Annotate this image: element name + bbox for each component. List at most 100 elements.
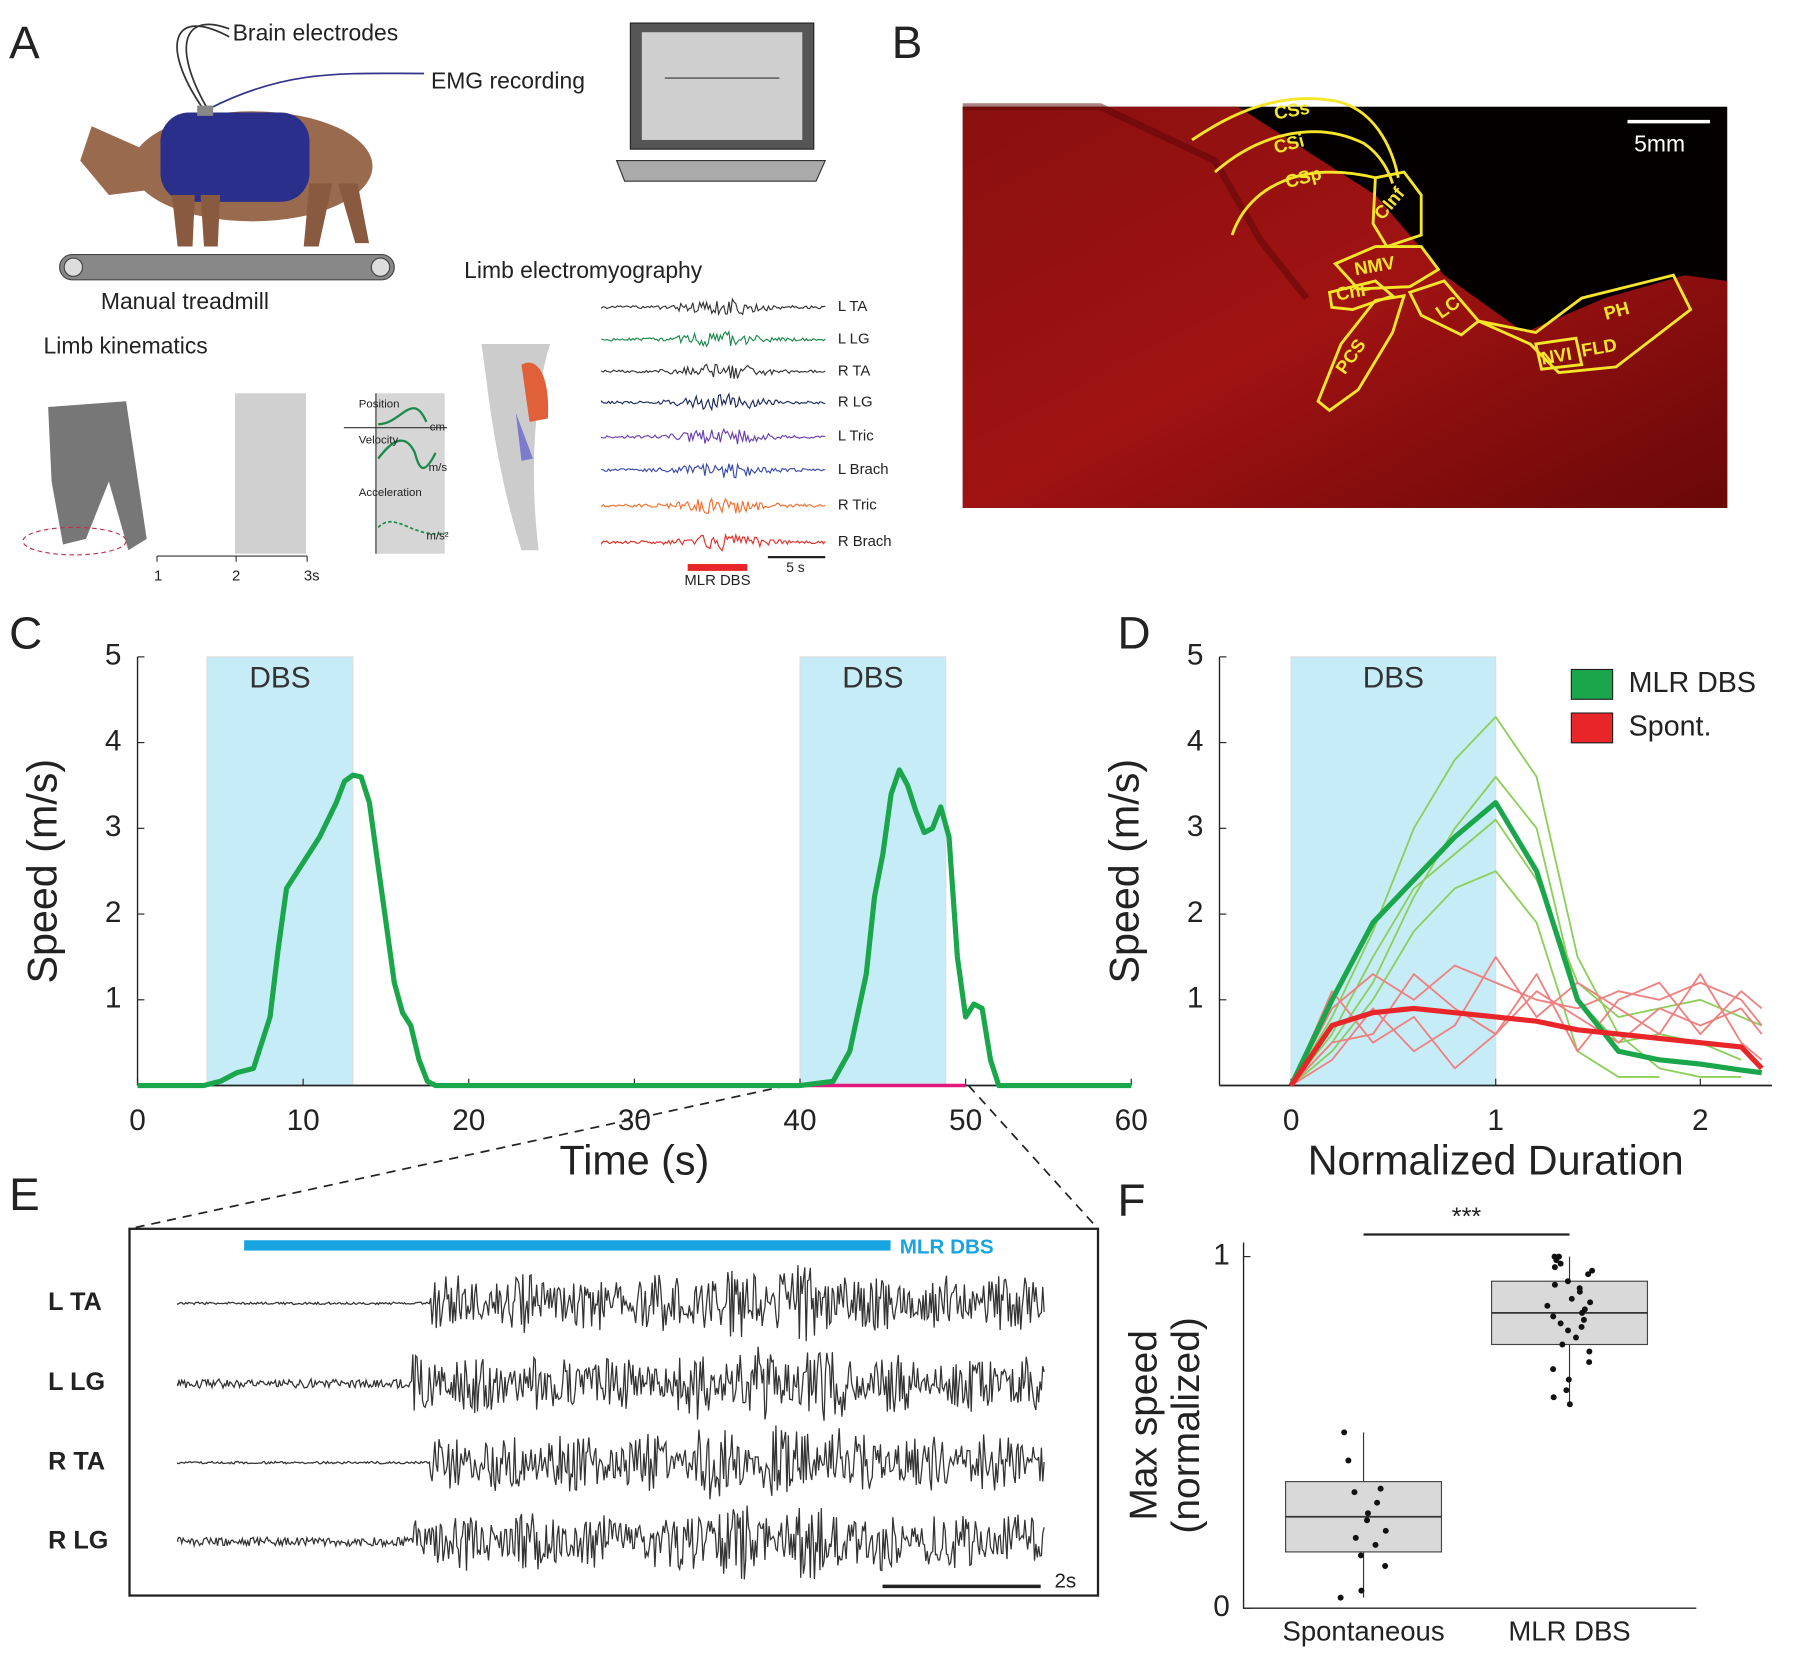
emg-trace — [601, 496, 826, 515]
label: EMG recording — [431, 68, 585, 94]
muscle-label: R Tric — [838, 498, 877, 514]
y-tick-label: 4 — [1187, 724, 1204, 757]
data-point — [1550, 1313, 1557, 1320]
label: cm — [430, 422, 445, 434]
stim-bar — [244, 1240, 891, 1251]
emg-trace — [601, 392, 826, 412]
label: Limb kinematics — [44, 332, 208, 358]
y-axis-label: Speed (m/s) — [1102, 759, 1148, 984]
x-tick-label: 1 — [1487, 1104, 1504, 1137]
emg-trace — [601, 462, 826, 479]
legend-swatch — [1570, 668, 1614, 700]
y-tick-label: 2 — [105, 896, 122, 929]
panel-letter: C — [9, 607, 42, 658]
data-point — [1580, 1316, 1587, 1323]
y-tick-label: 1 — [105, 982, 122, 1015]
y-tick-label: 3 — [1187, 810, 1204, 843]
data-point — [1566, 1401, 1573, 1408]
data-point — [1358, 1587, 1365, 1594]
series-line — [1290, 870, 1660, 1087]
emg-a-stim — [687, 556, 826, 571]
data-point — [1364, 1510, 1371, 1517]
data-point — [1345, 1457, 1352, 1464]
emg-trace — [177, 1346, 1045, 1421]
x-tick-label: 60 — [1115, 1104, 1148, 1137]
muscle-label: R LG — [838, 394, 873, 410]
data-point — [1374, 1499, 1381, 1506]
data-point — [1589, 1267, 1596, 1274]
series-line — [1290, 973, 1763, 1086]
data-point — [1337, 1594, 1344, 1601]
label: 1 — [154, 569, 162, 585]
data-point — [1565, 1376, 1572, 1383]
y-tick-label: 5 — [1187, 639, 1204, 672]
data-point — [1559, 1341, 1566, 1348]
y-tick-label: 3 — [105, 810, 122, 843]
label: 5mm — [1634, 131, 1685, 157]
data-point — [1550, 1366, 1557, 1373]
data-point — [1551, 1264, 1558, 1271]
x-tick-label: 10 — [287, 1104, 320, 1137]
data-point — [1382, 1563, 1389, 1569]
data-point — [1565, 1327, 1572, 1334]
label: 5 s — [786, 560, 804, 575]
emg-trace — [601, 363, 826, 379]
y-axis-label: Max speed — [1122, 1330, 1165, 1521]
data-point — [1352, 1534, 1359, 1541]
label: Position — [359, 399, 400, 411]
data-point — [1544, 1302, 1551, 1309]
x-tick-label: 30 — [618, 1104, 651, 1137]
data-point — [1377, 1485, 1384, 1492]
legend-label: Spont. — [1629, 710, 1712, 742]
shaded-region — [206, 656, 354, 1087]
series-line — [1290, 956, 1763, 1087]
y-tick-label: 4 — [105, 724, 122, 757]
data-point — [1585, 1271, 1592, 1278]
data-point — [1586, 1359, 1593, 1366]
muscle-label: L Brach — [838, 462, 889, 478]
x-tick-label: 20 — [452, 1104, 485, 1137]
data-point — [1581, 1306, 1588, 1313]
label: Brain electrodes — [233, 20, 399, 46]
series-line — [137, 767, 1132, 1089]
emg-trace — [601, 532, 826, 552]
series-line — [1290, 973, 1763, 1087]
x-tick-label: MLR DBS — [1508, 1616, 1630, 1647]
panel-letter: A — [9, 17, 40, 68]
data-point — [1578, 1323, 1585, 1330]
label: Manual treadmill — [101, 288, 269, 314]
legend-label: MLR DBS — [1629, 667, 1756, 699]
data-point — [1568, 1295, 1575, 1302]
series-line — [1290, 716, 1742, 1086]
data-point — [1550, 1394, 1557, 1401]
y-axis-label: Speed (m/s) — [20, 759, 66, 984]
kinematics-illustration — [22, 343, 551, 562]
label: 2s — [1054, 1569, 1076, 1592]
x-tick-label: 0 — [129, 1104, 146, 1137]
emg-trace — [177, 1425, 1045, 1500]
muscle-label: R TA — [838, 363, 871, 379]
muscle-label: L LG — [838, 331, 870, 347]
emg-trace — [177, 1505, 1045, 1580]
data-point — [1382, 1527, 1389, 1534]
x-tick-label: 40 — [783, 1104, 816, 1137]
data-point — [1357, 1552, 1364, 1559]
emg-trace — [601, 330, 826, 348]
muscle-label: L TA — [48, 1288, 102, 1316]
x-tick-label: 0 — [1283, 1104, 1300, 1137]
laptop-illustration — [615, 22, 827, 182]
data-point — [1564, 1278, 1571, 1285]
data-point — [1586, 1348, 1593, 1355]
x-tick-label: Spontaneous — [1282, 1616, 1444, 1647]
data-point — [1573, 1334, 1579, 1341]
significance: *** — [1452, 1203, 1482, 1231]
data-point — [1364, 1517, 1370, 1524]
y-tick-label: 0 — [1213, 1590, 1230, 1623]
label: Limb electromyography — [464, 257, 703, 283]
panel-letter: B — [892, 17, 923, 68]
x-tick-label: 2 — [1692, 1104, 1709, 1137]
emg-trace — [177, 1265, 1045, 1342]
series-line — [1288, 1005, 1764, 1087]
emg-trace — [601, 297, 826, 317]
shaded-region — [799, 656, 947, 1087]
